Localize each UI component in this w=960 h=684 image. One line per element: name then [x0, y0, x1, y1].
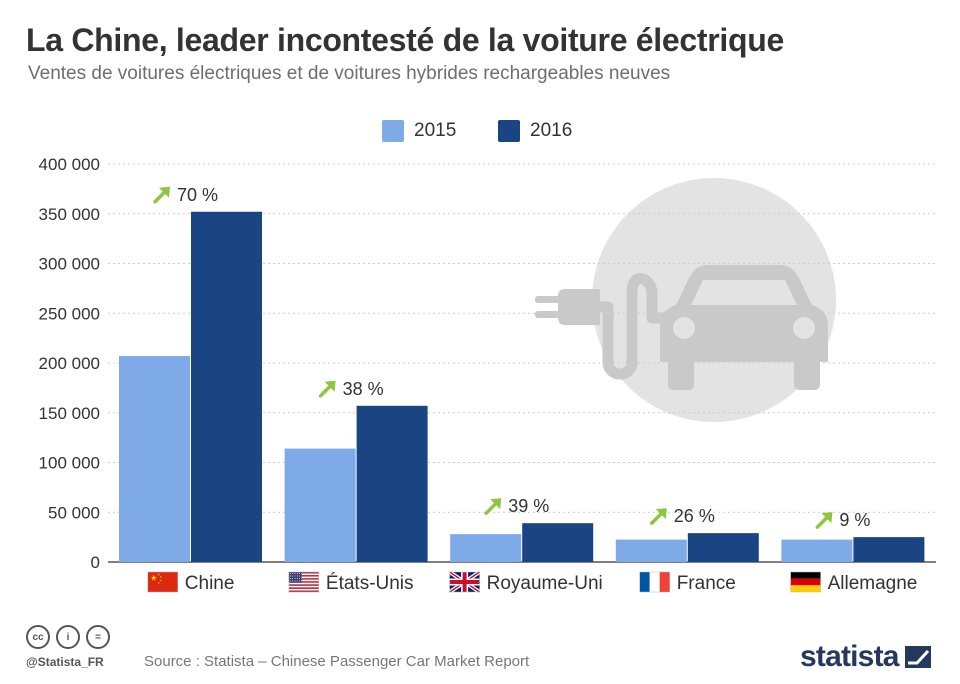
bar-2015: [119, 356, 190, 562]
growth-label: 9 %: [839, 510, 870, 530]
legend-label-2015: 2015: [414, 120, 457, 141]
bar-2015: [284, 448, 356, 562]
uk-flag-icon: [448, 570, 481, 594]
electric-car-plug-icon: [535, 178, 836, 422]
usa-flag-icon: [288, 571, 320, 593]
y-tick-label: 400 000: [39, 155, 100, 174]
growth-arrow-head: [490, 498, 502, 510]
x-tick-label: Chine: [185, 573, 235, 594]
y-tick-label: 150 000: [39, 404, 100, 423]
nd-icon[interactable]: =: [86, 625, 110, 649]
growth-annotation: 9 %: [815, 510, 870, 530]
y-tick-label: 350 000: [39, 205, 100, 224]
china-flag-icon: [147, 571, 179, 593]
legend-label-2016: 2016: [530, 120, 573, 141]
bar-2015: [450, 534, 522, 562]
bars: [119, 211, 925, 562]
france-flag-icon: [639, 571, 670, 593]
cc-icon[interactable]: cc: [26, 625, 50, 649]
y-tick-label: 200 000: [39, 354, 100, 373]
y-tick-label: 300 000: [39, 255, 100, 274]
y-axis: 0 50 000 100 000 150 000 200 000 250 000 300 0…: [39, 155, 100, 572]
legend-swatch-2016: [498, 120, 520, 142]
x-axis: Chine États-Unis Royaume-Uni France Allemagn…: [147, 570, 918, 594]
growth-label: 38 %: [343, 379, 384, 399]
bar-2016: [687, 533, 759, 562]
by-icon[interactable]: i: [56, 625, 80, 649]
growth-arrow-head: [655, 508, 667, 520]
germany-flag-icon: [790, 571, 821, 593]
chart-subtitle: Ventes de voitures électriques et de voi…: [28, 63, 671, 84]
bar-2016: [522, 523, 594, 562]
statista-logo-icon: [904, 646, 931, 668]
growth-label: 39 %: [508, 496, 549, 516]
growth-annotation: 38 %: [318, 379, 384, 399]
bar-2016: [356, 405, 428, 562]
y-tick-label: 100 000: [39, 454, 100, 473]
growth-arrow-head: [159, 186, 170, 198]
growth-label: 70 %: [177, 185, 218, 205]
x-tick-label: États-Unis: [326, 573, 414, 594]
license-icons: cc i =: [26, 625, 110, 649]
growth-arrow-head: [821, 512, 833, 524]
growth-label: 26 %: [674, 506, 715, 526]
x-tick-label: France: [677, 573, 736, 594]
chart-title: La Chine, leader incontesté de la voitur…: [26, 22, 784, 58]
bar-chart: 0 50 000 100 000 150 000 200 000 250 000 300 0…: [39, 155, 936, 594]
brand-name: statista: [800, 640, 899, 673]
footer: cc i = @Statista_FR Source : Statista – …: [0, 620, 960, 684]
x-tick-label: Allemagne: [828, 573, 918, 594]
bar-2015: [615, 539, 687, 562]
bar-2016: [191, 211, 262, 562]
chart-legend: 2015 2016: [0, 120, 960, 144]
growth-arrow-head: [324, 380, 336, 392]
y-tick-label: 0: [91, 553, 100, 572]
source-note: Source : Statista – Chinese Passenger Ca…: [144, 653, 530, 670]
x-tick-label: Royaume-Uni: [487, 573, 603, 594]
y-tick-label: 50 000: [48, 503, 100, 522]
growth-annotation: 39 %: [484, 496, 549, 516]
legend-item-2015: 2015: [382, 120, 456, 142]
growth-labels: 70 % 38 % 39 % 26 % 9 %: [153, 185, 870, 530]
statista-logo[interactable]: statista: [800, 640, 931, 674]
growth-annotation: 26 %: [650, 506, 715, 526]
social-handle[interactable]: @Statista_FR: [26, 655, 104, 669]
legend-item-2016: 2016: [498, 120, 572, 142]
legend-swatch-2015: [382, 120, 404, 142]
growth-annotation: 70 %: [153, 185, 218, 205]
bar-2015: [781, 539, 853, 562]
y-tick-label: 250 000: [39, 304, 100, 323]
bar-2016: [853, 537, 925, 562]
